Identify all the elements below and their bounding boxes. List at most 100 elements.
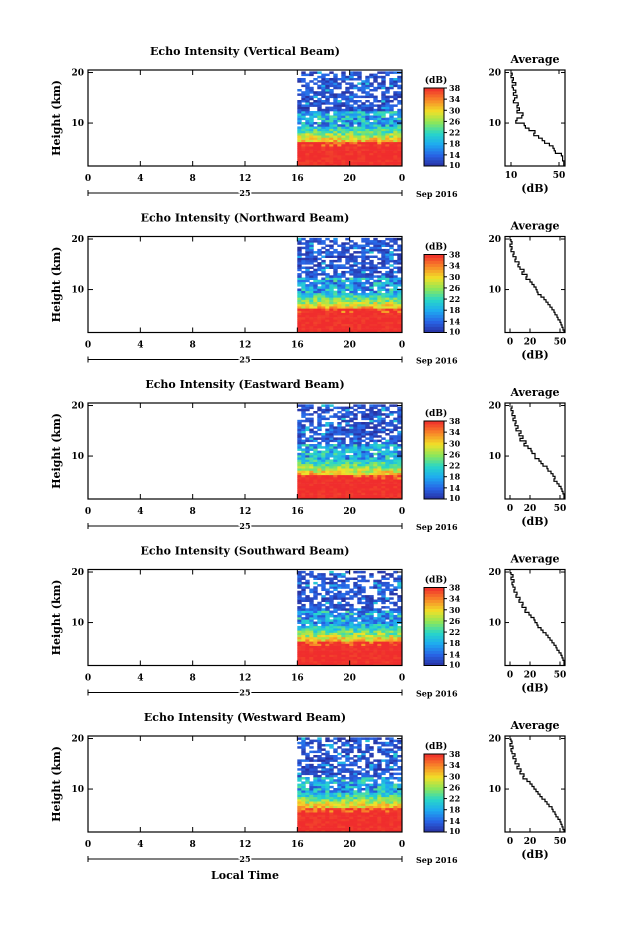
heatmap-cell xyxy=(357,317,361,320)
heatmap-cell xyxy=(365,282,369,285)
heatmap-cell xyxy=(325,306,329,309)
heatmap-cell xyxy=(377,431,381,434)
heatmap-cell xyxy=(333,267,337,270)
heatmap-cell xyxy=(377,619,381,622)
heatmap-cell xyxy=(309,455,313,458)
heatmap-cell xyxy=(357,124,361,127)
heatmap-cell xyxy=(305,322,309,325)
heatmap-cell xyxy=(357,282,361,285)
heatmap-cells xyxy=(297,737,402,832)
heatmap-cell xyxy=(309,271,313,274)
heatmap-cell xyxy=(349,615,353,618)
heatmap-cell xyxy=(317,87,321,90)
heatmap-cell xyxy=(337,151,341,154)
heatmap-cell xyxy=(361,619,365,622)
heatmap-cell xyxy=(389,247,393,250)
heatmap-cell xyxy=(373,269,377,272)
heatmap-cell xyxy=(353,131,357,134)
heatmap-cell xyxy=(373,76,377,79)
heatmap-cell xyxy=(349,308,353,311)
heatmap-cell xyxy=(297,455,301,458)
heatmap-cell xyxy=(345,135,349,138)
heatmap-cell xyxy=(381,459,385,462)
heatmap-cell xyxy=(385,429,389,432)
heatmap-cell xyxy=(321,475,325,478)
heatmap-cell xyxy=(381,492,385,495)
heatmap-cell xyxy=(377,790,381,793)
heatmap-cell xyxy=(321,626,325,629)
heatmap-cell xyxy=(349,271,353,274)
heatmap-cell xyxy=(365,644,369,647)
heatmap-cell xyxy=(369,470,373,473)
heatmap-cell xyxy=(329,267,333,270)
heatmap-cell xyxy=(365,775,369,778)
panel-title: Echo Intensity (Vertical Beam) xyxy=(150,45,340,58)
heatmap-cell xyxy=(329,619,333,622)
heatmap-cell xyxy=(329,426,333,429)
heatmap-cell xyxy=(377,486,381,489)
heatmap-cell xyxy=(341,453,345,456)
heatmap-cell xyxy=(305,129,309,132)
heatmap-cell xyxy=(381,795,385,798)
heatmap-cell xyxy=(373,641,377,644)
heatmap-cell xyxy=(321,291,325,294)
heatmap-cell xyxy=(393,126,397,128)
heatmap-cell xyxy=(389,659,393,662)
heatmap-cell xyxy=(385,433,389,436)
heatmap-cell xyxy=(381,162,385,165)
heatmap-cell xyxy=(297,284,301,287)
heatmap-cell xyxy=(305,253,309,256)
heatmap-cell xyxy=(397,468,401,471)
heatmap-cell xyxy=(333,814,337,817)
heatmap-cell xyxy=(349,247,353,250)
heatmap-cell xyxy=(345,777,349,780)
heatmap-cell xyxy=(329,486,333,489)
heatmap-cell xyxy=(349,433,353,436)
heatmap-cell xyxy=(373,475,377,478)
heatmap-cell xyxy=(369,273,373,276)
heatmap-cell xyxy=(305,89,309,92)
heatmap-cell xyxy=(325,589,329,592)
heatmap-cell xyxy=(393,657,397,660)
heatmap-cell xyxy=(301,306,305,309)
heatmap-cell xyxy=(337,429,341,432)
heatmap-cell xyxy=(357,792,361,795)
heatmap-cell xyxy=(341,648,345,651)
heatmap-cell xyxy=(345,87,349,90)
heatmap-cell xyxy=(337,146,341,149)
heatmap-cell xyxy=(301,825,305,828)
heatmap-cell xyxy=(357,797,361,800)
heatmap-cell xyxy=(361,446,365,449)
heatmap-cell xyxy=(385,100,389,103)
heatmap-cell xyxy=(365,803,369,806)
heatmap-cell xyxy=(325,278,329,281)
heatmap-cell xyxy=(309,118,313,121)
heatmap-cell xyxy=(309,96,313,99)
heatmap-cell xyxy=(341,140,345,143)
heatmap-cell xyxy=(385,624,389,627)
heatmap-cell xyxy=(341,803,345,806)
heatmap-cell xyxy=(397,611,401,614)
heatmap-cell xyxy=(313,786,317,789)
heatmap-cell xyxy=(317,457,321,460)
heatmap-cell xyxy=(325,792,329,795)
heatmap-cell xyxy=(337,602,341,605)
heatmap-cell xyxy=(373,814,377,817)
heatmap-cell xyxy=(305,247,309,250)
heatmap-cell xyxy=(353,153,357,156)
heatmap-cell xyxy=(329,78,333,81)
heatmap-cell xyxy=(365,611,369,614)
heatmap-cell xyxy=(325,162,329,165)
heatmap-cell xyxy=(325,613,329,616)
heatmap-cell xyxy=(385,779,389,782)
heatmap-cell xyxy=(373,792,377,795)
heatmap-cell xyxy=(333,109,337,112)
heatmap-cell xyxy=(389,624,393,627)
heatmap-cell xyxy=(373,797,377,800)
heatmap-cell xyxy=(377,490,381,493)
heatmap-cell xyxy=(393,324,397,327)
heatmap-cell xyxy=(353,144,357,147)
heatmap-cell xyxy=(309,153,313,156)
heatmap-cell xyxy=(377,324,381,327)
heatmap-cell xyxy=(333,484,337,487)
